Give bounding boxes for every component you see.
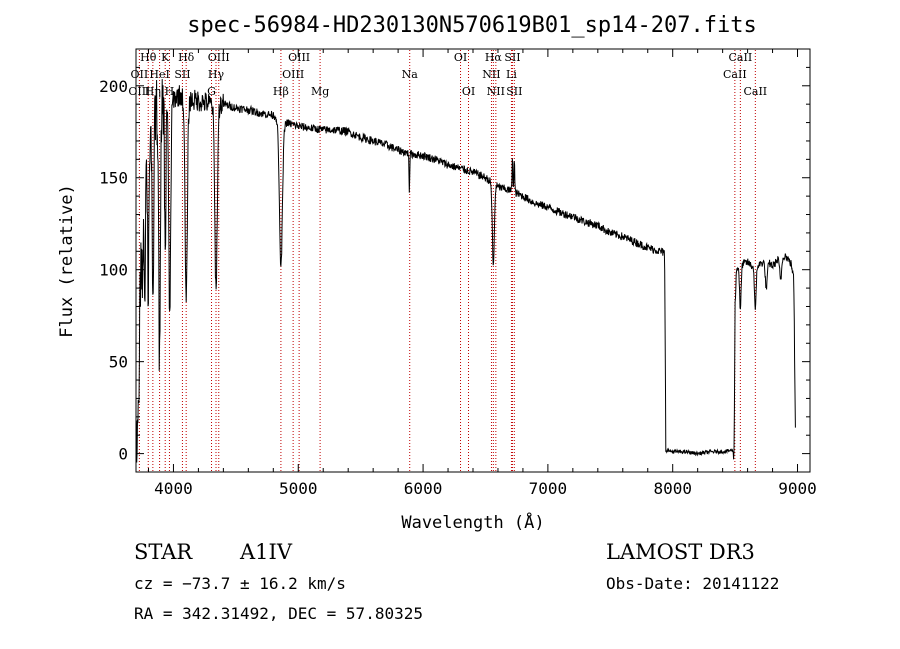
x-tick-label: 6000 — [404, 479, 443, 498]
obs-date: Obs-Date: 20141122 — [606, 574, 779, 593]
coordinates: RA = 342.31492, DEC = 57.80325 — [134, 604, 423, 623]
object-subclass: A1IV — [239, 540, 293, 564]
y-tick-label: 0 — [118, 445, 128, 464]
y-axis-ticks: 0 50 100 150 200 — [99, 48, 810, 473]
spectral-line-label: SII — [174, 68, 190, 81]
y-tick-label: 50 — [109, 353, 128, 372]
spectral-line-label: CaII — [729, 51, 753, 64]
spectral-line-label: OIII — [128, 85, 150, 98]
spectral-line-label: G — [207, 85, 216, 98]
x-tick-label: 7000 — [529, 479, 568, 498]
spectral-line-label: CaII — [743, 85, 767, 98]
spectral-line-label: H — [165, 85, 175, 98]
spectral-line-label: Hδ — [178, 51, 195, 64]
y-tick-label: 200 — [99, 77, 128, 96]
y-tick-label: 100 — [99, 261, 128, 280]
x-axis-ticks: 4000 5000 6000 7000 8000 9000 — [147, 49, 817, 498]
x-axis-label: Wavelength (Å) — [401, 511, 544, 533]
spectral-line-label: Hη — [145, 85, 161, 98]
spectral-line-label: NII — [482, 68, 500, 81]
spectral-line-label: NII — [487, 85, 505, 98]
spectral-line-label: SII — [504, 51, 520, 64]
object-class: STAR — [134, 540, 193, 564]
spectral-line-label: OI — [462, 85, 475, 98]
x-tick-label: 5000 — [279, 479, 318, 498]
x-tick-label: 4000 — [154, 479, 193, 498]
spectral-line-label: OIII — [282, 68, 304, 81]
spectral-line-label: OIII — [208, 51, 230, 64]
y-axis-label: Flux (relative) — [57, 184, 77, 338]
spectral-line-label: Hγ — [208, 68, 225, 81]
spectral-line-label: OI — [454, 51, 467, 64]
spectral-line-label: Li — [506, 68, 517, 81]
survey-name: LAMOST DR3 — [606, 540, 755, 564]
spectral-line-label: OIII — [288, 51, 310, 64]
x-tick-label: 8000 — [653, 479, 692, 498]
plot-frame — [135, 48, 811, 473]
spectral-line-label: CaII — [723, 68, 747, 81]
spectral-line-markers — [138, 50, 756, 471]
chart-title: spec-56984-HD230130N570619B01_sp14-207.f… — [187, 13, 757, 38]
spectral-line-label: OII — [131, 68, 149, 81]
spectral-line-label: Hθ — [140, 51, 157, 64]
spectral-line-label: SII — [506, 85, 522, 98]
spectral-line-label: HeI — [149, 68, 169, 81]
spectrum-line — [135, 79, 796, 463]
x-tick-label: 9000 — [778, 479, 817, 498]
spectral-line-label: K — [161, 51, 170, 64]
y-tick-label: 150 — [99, 169, 128, 188]
spectral-line-label: Na — [402, 68, 419, 81]
redshift-readout: cz = −73.7 ± 16.2 km/s — [134, 574, 346, 593]
spectral-line-label: Hα — [485, 51, 503, 64]
spectral-line-label: Hβ — [273, 85, 289, 98]
spectral-line-label: Mg — [311, 85, 329, 98]
